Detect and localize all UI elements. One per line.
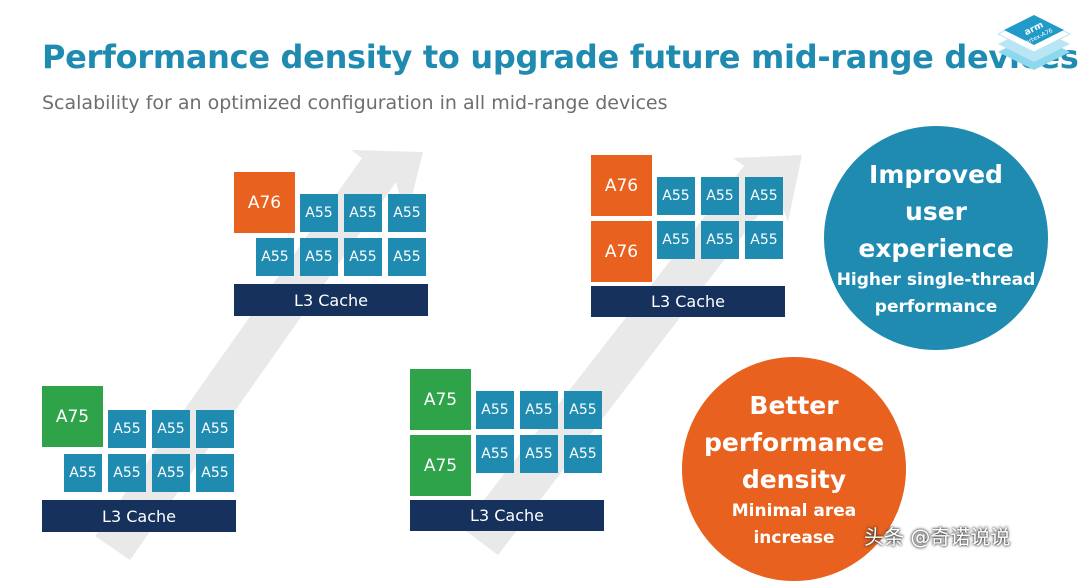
benefit-user-experience: Improved user experience Higher single-t… — [824, 126, 1048, 350]
arm-cortex-a76-logo-icon: arm Cortex-A76 — [996, 15, 1072, 70]
core-a75: A75 — [42, 386, 103, 447]
benefit-headline-line: Better — [749, 390, 839, 420]
core-a76: A76 — [234, 172, 295, 233]
core-a55: A55 — [701, 221, 739, 259]
core-a55: A55 — [344, 194, 382, 232]
core-a55: A55 — [152, 410, 190, 448]
l3-cache: L3 Cache — [591, 286, 785, 317]
core-a55: A55 — [108, 410, 146, 448]
slide-subtitle: Scalability for an optimized configurati… — [42, 92, 668, 114]
slide-title: Performance density to upgrade future mi… — [42, 38, 1079, 76]
core-a55: A55 — [388, 194, 426, 232]
benefit-headline-line: Improved — [869, 159, 1003, 189]
core-a55: A55 — [300, 194, 338, 232]
core-a55: A55 — [520, 435, 558, 473]
l3-cache: L3 Cache — [410, 500, 604, 531]
benefit-headline-line: density — [741, 464, 847, 494]
cluster-a76-single: A76 A55 A55 A55 A55 A55 A55 A55 L3 Cache — [234, 172, 428, 316]
core-a55: A55 — [300, 238, 338, 276]
core-a55: A55 — [476, 435, 514, 473]
core-a55: A55 — [196, 410, 234, 448]
core-a76: A76 — [591, 155, 652, 216]
core-a55: A55 — [657, 221, 695, 259]
core-a55: A55 — [745, 221, 783, 259]
cluster-a75-single: A75 A55 A55 A55 A55 A55 A55 A55 L3 Cache — [42, 386, 236, 532]
core-a55: A55 — [564, 391, 602, 429]
benefit-detail-line: increase — [753, 527, 835, 548]
core-a55: A55 — [256, 238, 294, 276]
benefit-detail-line: performance — [874, 296, 998, 317]
core-a55: A55 — [745, 177, 783, 215]
core-a76: A76 — [591, 221, 652, 282]
l3-cache: L3 Cache — [234, 284, 428, 316]
core-a55: A55 — [701, 177, 739, 215]
l3-cache: L3 Cache — [42, 500, 236, 532]
watermark: 头条 @奇诺说说 — [864, 525, 1011, 549]
core-a55: A55 — [520, 391, 558, 429]
benefit-detail-line: Higher single-thread — [836, 269, 1036, 290]
core-a75: A75 — [410, 369, 471, 430]
cluster-a76-dual: A76 A76 A55 A55 A55 A55 A55 A55 L3 Cache — [591, 155, 785, 317]
core-a55: A55 — [344, 238, 382, 276]
core-a55: A55 — [152, 454, 190, 492]
benefit-headline-line: performance — [703, 427, 885, 457]
core-a55: A55 — [564, 435, 602, 473]
core-a55: A55 — [196, 454, 234, 492]
core-a55: A55 — [108, 454, 146, 492]
cluster-a75-dual: A75 A75 A55 A55 A55 A55 A55 A55 L3 Cache — [410, 369, 604, 531]
core-a55: A55 — [657, 177, 695, 215]
core-a55: A55 — [64, 454, 102, 492]
core-a75: A75 — [410, 435, 471, 496]
core-a55: A55 — [476, 391, 514, 429]
benefit-detail-line: Minimal area — [731, 500, 857, 521]
benefit-headline-line: user experience — [858, 196, 1014, 263]
benefit-performance-density: Better performance density Minimal area … — [682, 357, 906, 581]
core-a55: A55 — [388, 238, 426, 276]
